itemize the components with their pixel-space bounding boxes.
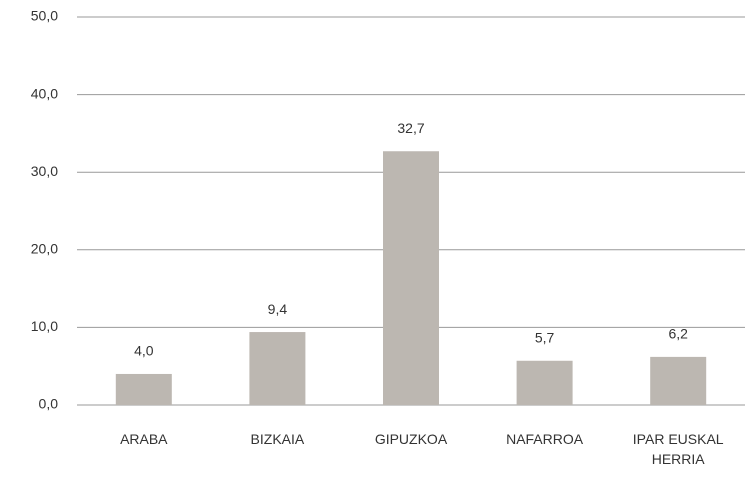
y-tick-label: 50,0: [31, 8, 58, 24]
y-tick-label: 20,0: [31, 241, 58, 257]
data-label: 6,2: [668, 326, 688, 342]
y-tick-label: 0,0: [39, 396, 59, 412]
bar: [249, 332, 306, 405]
bar: [115, 373, 172, 405]
x-tick-label: ARABA: [120, 431, 168, 447]
data-label: 32,7: [397, 120, 424, 136]
x-tick-label: GIPUZKOA: [374, 431, 448, 447]
y-tick-label: 30,0: [31, 163, 58, 179]
bar: [516, 360, 573, 405]
y-tick-label: 10,0: [31, 318, 58, 334]
x-tick-label: IPAR EUSKAL HERRIA: [632, 431, 724, 467]
y-tick-label: 40,0: [31, 85, 58, 101]
bar: [383, 151, 439, 405]
x-tick-label: NAFARROA: [506, 431, 584, 447]
x-tick-label: BIZKAIA: [250, 431, 305, 447]
bar: [650, 356, 707, 405]
data-label: 5,7: [535, 329, 555, 345]
data-label: 9,4: [268, 301, 288, 317]
data-label: 4,0: [134, 343, 154, 359]
